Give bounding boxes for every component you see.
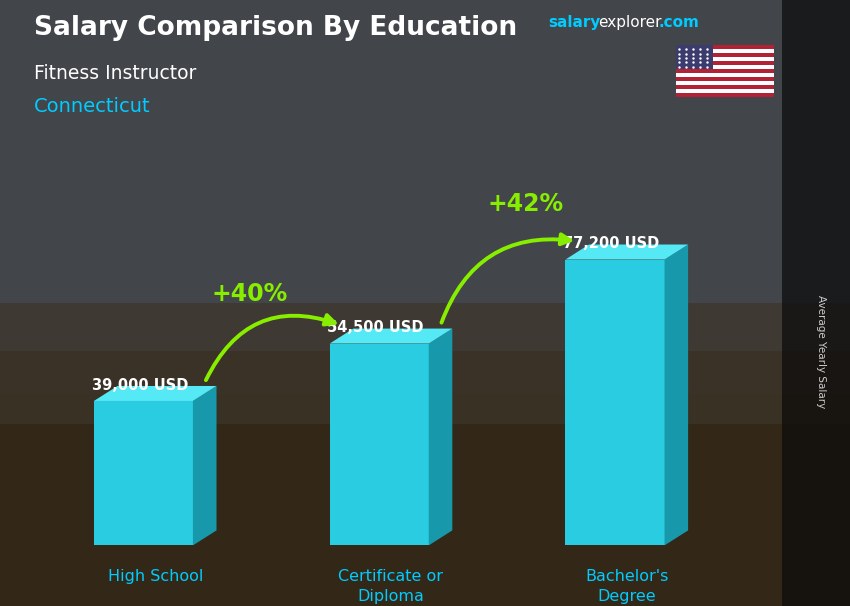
Text: 54,500 USD: 54,500 USD [327,320,424,335]
Polygon shape [428,328,452,545]
Text: 39,000 USD: 39,000 USD [92,378,188,393]
Bar [676,77,774,81]
Polygon shape [565,244,688,259]
Polygon shape [330,328,452,344]
Bar [676,93,774,97]
Text: Salary Comparison By Education: Salary Comparison By Education [34,15,517,41]
Polygon shape [665,244,689,545]
Bar [676,45,774,50]
Text: explorer: explorer [598,15,662,30]
Bar [676,53,774,58]
Text: Certificate or
Diploma: Certificate or Diploma [338,568,444,604]
Bar [0,351,850,606]
Bar [0,303,850,424]
Text: High School: High School [107,568,203,584]
Text: 77,200 USD: 77,200 USD [564,236,660,251]
Text: Average Yearly Salary: Average Yearly Salary [816,295,826,408]
Text: .com: .com [659,15,700,30]
Bar [0,0,850,394]
Bar [94,401,193,545]
Bar [330,344,428,545]
Bar [676,45,713,69]
Text: Fitness Instructor: Fitness Instructor [34,64,196,82]
Bar [782,0,850,606]
Text: Bachelor's
Degree: Bachelor's Degree [585,568,668,604]
Polygon shape [94,386,217,401]
Bar [565,259,665,545]
Bar [676,69,774,73]
Bar [676,61,774,65]
Text: salary: salary [548,15,601,30]
Bar [676,89,774,93]
Bar [676,58,774,61]
Polygon shape [193,386,217,545]
Bar [676,73,774,77]
Text: +40%: +40% [212,282,287,306]
Bar [676,50,774,53]
Bar [676,81,774,85]
Text: Connecticut: Connecticut [34,97,150,116]
Bar [676,85,774,89]
Bar [676,65,774,69]
Text: +42%: +42% [487,191,564,216]
